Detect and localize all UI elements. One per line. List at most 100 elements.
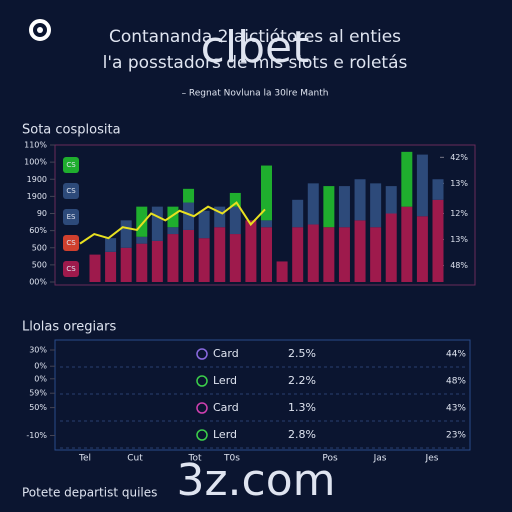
y-tick-label: 90: [37, 209, 47, 218]
row-right: 44%: [446, 350, 466, 360]
marks: 110% 100% 1900 1900 90 60% 500 500 00% 42% 13% 12% 1…: [24, 141, 468, 464]
bar-segment: [261, 220, 272, 228]
bar-segment: [167, 227, 179, 235]
x-tick-label: Pos: [322, 454, 338, 464]
table-frame: [54, 339, 471, 451]
chart-title: Llolas oregiars: [22, 320, 116, 335]
bar-segment: [307, 224, 319, 282]
bar-segment: [229, 234, 241, 282]
legend-label: CS: [66, 161, 76, 169]
legend-label: CS: [66, 187, 76, 195]
legend-label: CS: [66, 239, 76, 247]
row-icon: [196, 375, 208, 387]
bar-segment: [276, 261, 288, 282]
y-tick-label: 500: [32, 243, 47, 252]
legend-label: CS: [66, 265, 76, 273]
bar-segment: [229, 192, 241, 207]
watermark: 3z.com: [176, 455, 335, 506]
bar-segment: [261, 227, 272, 282]
bar-segment: [245, 220, 257, 282]
y-tick-label: 0%: [34, 362, 47, 371]
x-tick-label: Cut: [127, 454, 143, 464]
y-tick-label: 30%: [29, 346, 47, 355]
bar-segment: [151, 206, 163, 241]
bar-segment: [385, 213, 397, 282]
title-line: Contananda 2 aictiótores al enties: [109, 27, 401, 47]
y-tick-label: 100%: [24, 158, 47, 167]
row-value: 2.8%: [288, 428, 316, 441]
bar-segment: [370, 183, 382, 228]
legend-swatch: [63, 235, 79, 251]
line: [79, 201, 266, 245]
bar-segment: [323, 227, 335, 282]
bar-segment: [354, 179, 366, 221]
legend-label: ES: [67, 213, 76, 221]
bar-segment: [105, 251, 117, 282]
legend-swatch: [63, 209, 79, 225]
y-tick-label: 00%: [29, 278, 47, 287]
bar-segment: [292, 199, 304, 228]
bar-segment: [198, 210, 210, 239]
y2-tick-label: 13%: [450, 235, 468, 244]
legend-swatch: [63, 183, 79, 199]
y2-tick-label: 48%: [450, 261, 468, 270]
bar-segment: [183, 188, 195, 203]
x-tick-label: Jes: [425, 454, 439, 464]
bar-segment: [432, 199, 444, 282]
bar-segment: [214, 206, 226, 228]
row-right: 43%: [446, 404, 466, 414]
x-tick-label: Tel: [78, 454, 91, 464]
bar-segment: [183, 229, 195, 282]
chart-title: Sota cosplosita: [22, 123, 121, 138]
y-tick-label: 500: [32, 260, 47, 269]
x-tick-label: Tot: [187, 454, 201, 464]
row-name: Lerd: [213, 428, 237, 441]
bar-segment: [261, 165, 272, 221]
bar-segment: [307, 183, 319, 225]
row-value: 2.5%: [288, 347, 316, 360]
y-tick-label: -10%: [26, 431, 47, 440]
x-tick-label: Jas: [373, 454, 387, 464]
y-tick-label: 59%: [29, 389, 47, 398]
bar-segment: [338, 186, 350, 228]
bar-segment: [292, 227, 304, 282]
row-icon: [196, 402, 208, 414]
y-tick-label: 50%: [29, 403, 47, 412]
watermark: clbet: [201, 22, 310, 73]
bar-segment: [198, 238, 210, 282]
bar-segment: [229, 206, 241, 235]
bar-segment: [136, 206, 148, 237]
bar-segment: [120, 220, 132, 248]
bar-segment: [370, 227, 382, 282]
bar-segment: [338, 227, 350, 282]
bar-segment: [105, 238, 117, 252]
row-name: Lerd: [213, 374, 237, 387]
y-tick-label: 110%: [24, 141, 47, 150]
bar-segment: [401, 206, 413, 282]
row-value: 1.3%: [288, 401, 316, 414]
y2-tick-label: 13%: [450, 179, 468, 188]
bar-segment: [167, 234, 179, 282]
row-right: 48%: [446, 377, 466, 387]
y-tick-label: 1900: [27, 175, 47, 184]
y2-tick-label: 12%: [450, 209, 468, 218]
subtitle: – Regnat Novluna la 30lre Manth: [182, 89, 329, 99]
row-name: Card: [213, 347, 239, 360]
row-name: Card: [213, 401, 239, 414]
bar-segment: [136, 236, 148, 244]
bar-segment: [151, 240, 163, 282]
title-line: l'a posstadors de mis slots e roletás: [103, 53, 408, 73]
y-tick-label: 1900: [27, 192, 47, 201]
bar-segment: [323, 186, 335, 228]
y-tick-label: 60%: [29, 226, 47, 235]
bar-segment: [214, 227, 226, 282]
row-right: 23%: [446, 431, 466, 441]
bar-segment: [136, 243, 148, 282]
bar-segment: [416, 154, 428, 217]
row-value: 2.2%: [288, 374, 316, 387]
bar-segment: [89, 254, 101, 282]
bar-segment: [167, 206, 179, 228]
bar-segment: [354, 220, 366, 282]
bar-segment: [432, 179, 444, 200]
